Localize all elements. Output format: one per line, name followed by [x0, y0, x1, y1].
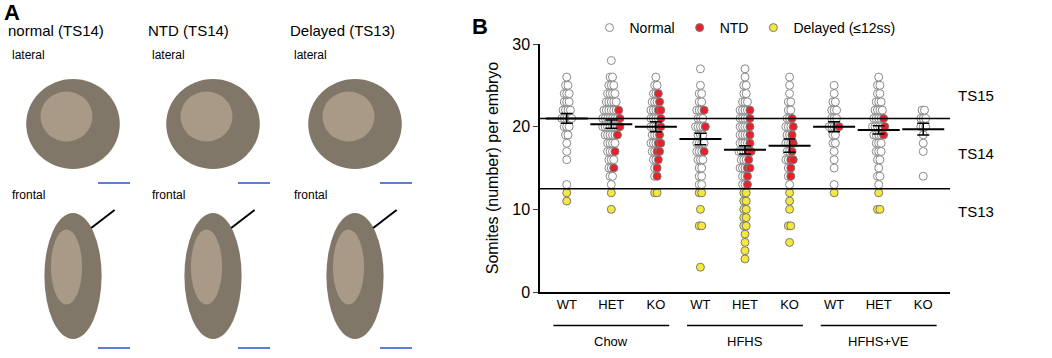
svg-text:Chow: Chow: [594, 334, 628, 349]
html-text:normal (TS14): normal (TS14): [8, 22, 104, 39]
html-text:frontal: frontal: [294, 188, 328, 202]
svg-text:10: 10: [512, 201, 530, 218]
svg-text:20: 20: [512, 118, 530, 135]
svg-text:TS15: TS15: [958, 87, 994, 104]
svg-text:WT: WT: [557, 297, 577, 312]
svg-text:NTD: NTD: [720, 20, 749, 36]
svg-text:30: 30: [512, 36, 530, 53]
svg-text:TS14: TS14: [958, 145, 994, 162]
svg-text:Normal: Normal: [630, 20, 675, 36]
svg-text:0: 0: [521, 284, 530, 301]
html-text:frontal: frontal: [12, 188, 46, 202]
svg-text:Somites (number) per embryo: Somites (number) per embryo: [484, 62, 501, 275]
svg-text:HET: HET: [732, 297, 758, 312]
html-text:lateral: lateral: [152, 48, 185, 62]
html-text:lateral: lateral: [12, 48, 45, 62]
svg-text:HFHS: HFHS: [727, 334, 763, 349]
svg-text:KO: KO: [780, 297, 799, 312]
svg-text:TS13: TS13: [958, 203, 994, 220]
svg-text:HET: HET: [598, 297, 624, 312]
svg-text:WT: WT: [824, 297, 844, 312]
svg-text:HFHS+VE: HFHS+VE: [848, 334, 909, 349]
svg-text:HET: HET: [866, 297, 892, 312]
svg-text:WT: WT: [690, 297, 710, 312]
svg-text:KO: KO: [646, 297, 665, 312]
html-text:frontal: frontal: [152, 188, 186, 202]
html-text:NTD (TS14): NTD (TS14): [148, 22, 229, 39]
svg-text:Delayed (≤12ss): Delayed (≤12ss): [793, 20, 895, 36]
html-text:Delayed (TS13): Delayed (TS13): [290, 22, 395, 39]
svg-text:KO: KO: [914, 297, 933, 312]
html-text:A: A: [4, 0, 20, 25]
html-text:lateral: lateral: [294, 48, 327, 62]
svg-text:B: B: [472, 14, 488, 39]
